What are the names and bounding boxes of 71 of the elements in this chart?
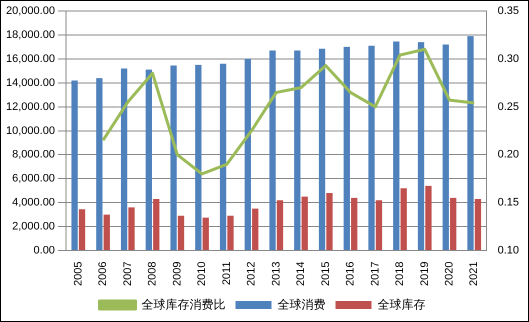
bar [442, 44, 449, 250]
y2-tick-label: 0.25 [498, 100, 520, 113]
bar [393, 42, 400, 250]
y-tick-label: 2,000.00 [12, 220, 55, 233]
bar [368, 46, 375, 250]
y2-tick-label: 0.30 [498, 52, 520, 65]
y-tick-label: 0.00 [34, 244, 55, 257]
x-tick-label: 2018 [394, 262, 406, 286]
y-tick-label: 14,000.00 [6, 76, 55, 89]
bar [71, 80, 78, 250]
y-tick-label: 12,000.00 [6, 100, 55, 113]
bar [146, 70, 152, 250]
y-tick-label: 16,000.00 [6, 52, 55, 65]
bar [178, 216, 184, 250]
bar [170, 65, 177, 250]
bar [276, 200, 284, 250]
bar [153, 199, 160, 250]
x-tick-label: 2008 [146, 262, 159, 286]
x-tick-label: 2015 [320, 262, 332, 286]
bar [474, 199, 482, 250]
x-tick-label: 2012 [246, 262, 258, 286]
legend-label: 全球消费 [278, 297, 326, 312]
legend-label: 全球库存 [378, 297, 426, 312]
bar [78, 209, 86, 250]
x-tick-label: 2011 [220, 262, 233, 286]
y2-tick-label: 0.35 [498, 5, 520, 18]
x-tick-label: 2013 [270, 262, 282, 286]
x-tick-label: 2009 [171, 262, 184, 286]
x-tick-label: 2017 [369, 262, 382, 286]
bar [351, 198, 358, 250]
bar [120, 68, 128, 250]
x-tick-label: 2019 [418, 262, 431, 286]
y-tick-label: 18,000.00 [6, 28, 55, 41]
bar [195, 64, 202, 250]
bar [318, 48, 326, 250]
bar [252, 208, 258, 250]
bar [244, 58, 251, 250]
bar [104, 214, 110, 250]
bar [269, 50, 276, 250]
x-tick-label: 2014 [295, 262, 308, 286]
x-tick-label: 2020 [444, 262, 456, 286]
x-tick-label: 2006 [97, 262, 110, 286]
bar [418, 42, 424, 250]
legend-label: 全球库存消费比 [142, 297, 226, 312]
bar [467, 36, 474, 250]
x-tick-label: 2016 [344, 262, 357, 286]
bar [302, 196, 308, 250]
y2-tick-label: 0.10 [498, 244, 520, 257]
bar [326, 193, 333, 250]
x-tick-label: 2010 [196, 262, 208, 286]
bar [400, 188, 407, 250]
y2-tick-label: 0.20 [498, 148, 520, 161]
bar [220, 64, 226, 250]
y-tick-label: 4,000.00 [12, 196, 55, 209]
bar [96, 78, 102, 250]
bar [376, 200, 382, 250]
bar [344, 46, 350, 250]
bar [128, 207, 135, 250]
y2-tick-label: 0.15 [498, 196, 520, 209]
x-tick-label: 2021 [468, 262, 480, 286]
bar [294, 50, 300, 250]
x-tick-label: 2005 [72, 262, 84, 286]
y-tick-label: 20,000.00 [6, 5, 55, 18]
bar [450, 198, 456, 250]
y-tick-label: 6,000.00 [12, 172, 55, 185]
bar [425, 186, 432, 250]
x-tick-label: 2007 [122, 262, 134, 286]
bar [227, 216, 234, 250]
y-tick-label: 10,000.00 [6, 124, 55, 137]
y-tick-label: 8,000.00 [12, 148, 55, 161]
bar [202, 218, 209, 250]
